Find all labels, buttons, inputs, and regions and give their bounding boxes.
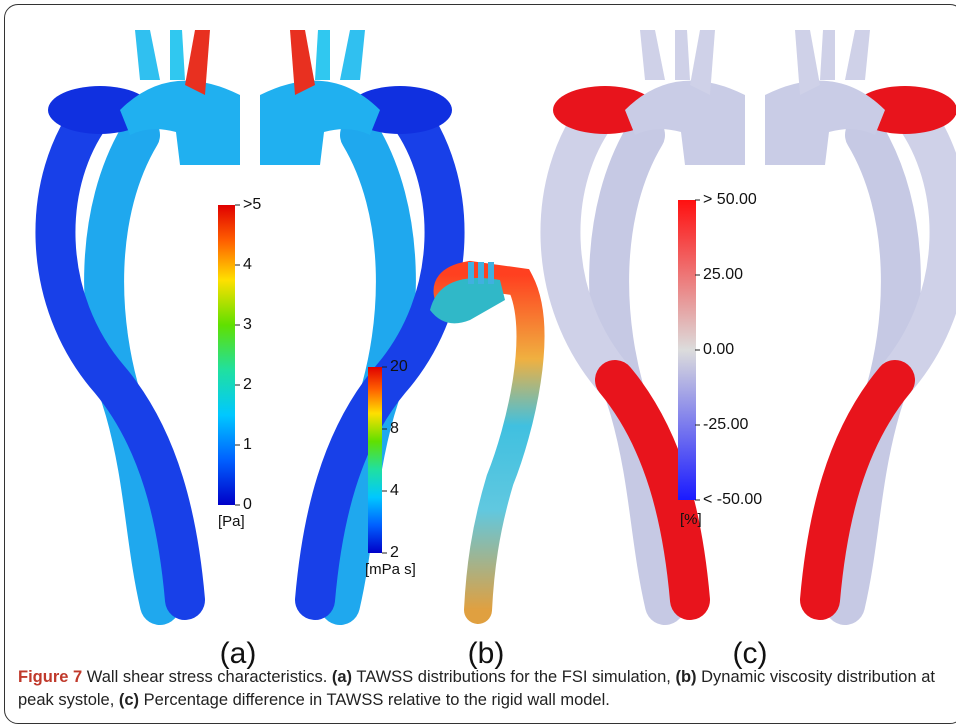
aorta-render [765,30,956,605]
panel-label: (a) [220,637,257,670]
colorbar [678,200,696,500]
colorbar-tick-label: 4 [390,482,399,499]
caption-text: Figure 7 [18,668,83,686]
caption-text: TAWSS distributions for the FSI simulati… [352,668,676,686]
colorbar-tick-label: 2 [390,544,399,561]
colorbar-tick-label: < -50.00 [703,491,762,508]
colorbar-tick-label: 3 [243,316,252,333]
colorbar-tick-label: 20 [390,358,408,375]
colorbar-tick-label: 25.00 [703,266,743,283]
caption-text: (b) [675,668,697,686]
colorbar-tick-label: 0.00 [703,341,734,358]
caption-text: (c) [118,691,140,709]
colorbar-tick-label: 4 [243,256,252,273]
colorbar-unit: [%] [680,511,702,528]
colorbar-tick-label: 0 [243,496,252,513]
panel-label: (b) [468,637,505,670]
colorbar-tick-label: > 50.00 [703,191,757,208]
aorta-render [430,260,545,624]
colorbar-unit: [mPa s] [365,561,416,578]
colorbar [218,205,235,505]
colorbar-unit: [Pa] [218,513,245,530]
aorta-render [260,30,452,605]
caption-text: Percentage difference in TAWSS relative … [139,691,610,709]
colorbar-tick-label: 2 [243,376,252,393]
colorbar-tick-label: 8 [390,420,399,437]
aorta-render [48,30,240,605]
colorbar [368,367,382,553]
caption-text: (a) [331,668,353,686]
colorbar-tick-label: >5 [243,196,261,213]
colorbar-tick-label: 1 [243,436,252,453]
caption-text: Wall shear stress characteristics. [82,668,332,686]
figure-caption: Figure 7 Wall shear stress characteristi… [18,666,943,712]
colorbar-tick-label: -25.00 [703,416,748,433]
panel-label: (c) [733,637,768,670]
aorta-render [553,30,745,605]
